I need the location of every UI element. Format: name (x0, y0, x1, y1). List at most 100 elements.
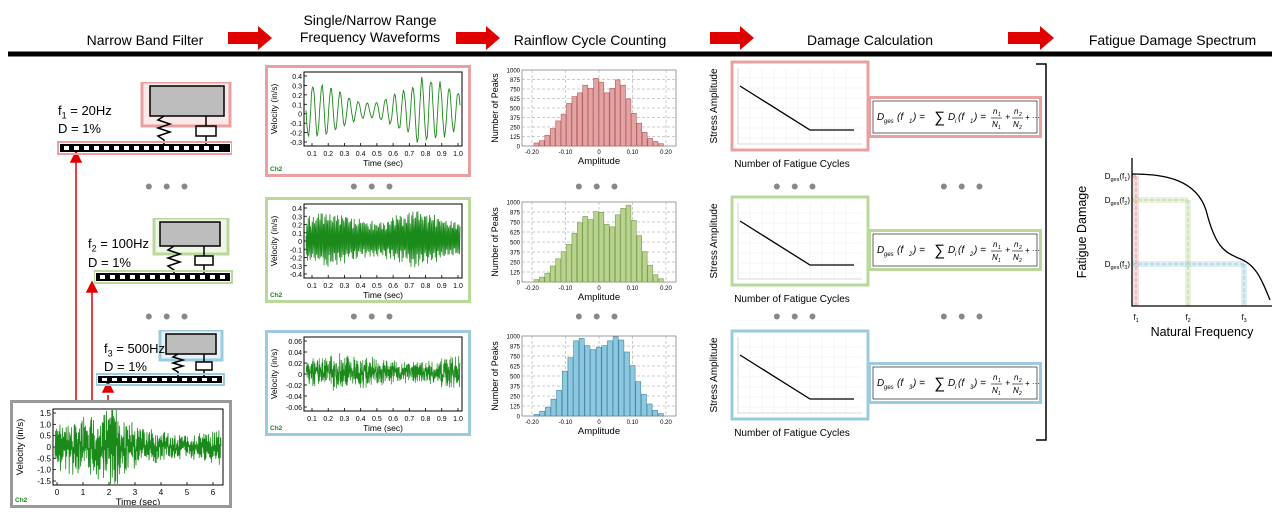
oscillator-2-freq: f2 = 100Hz (88, 236, 150, 254)
frequency-tick-label: f3 (1241, 313, 1246, 324)
y-tick-label: -0.04 (286, 394, 302, 401)
header-narrow-band-filter: Narrow Band Filter (86, 32, 204, 48)
header-waveforms: Single/Narrow Range Frequency Waveforms (280, 12, 460, 46)
y-tick-label: -1.5 (37, 477, 51, 486)
ellipsis-filter-1: • • • (145, 174, 191, 199)
histogram-bar (647, 138, 653, 147)
spectrum-curve (1131, 173, 1271, 301)
y-axis-label: Velocity (in/s) (15, 419, 26, 476)
x-tick-label: 0.1 (307, 151, 317, 158)
histogram-bar (587, 87, 594, 147)
oscillator-1 (57, 82, 232, 155)
damper-icon (195, 361, 213, 371)
y-tick-label: 0 (298, 239, 302, 246)
y-axis-label: Fatigue Damage (1075, 186, 1089, 278)
x-tick-label: 0.10 (627, 286, 639, 292)
arrow-right-icon (710, 26, 754, 50)
waveform-3-frame (265, 330, 471, 436)
y-tick-label: 250 (510, 395, 521, 401)
equation-lhs: D (877, 245, 884, 256)
equation-sum-equals: ) = (973, 245, 986, 256)
y-axis-label: Number of Peaks (490, 73, 500, 143)
histogram-bar (658, 143, 664, 147)
equation-tail: + ··· (1025, 246, 1040, 255)
y-tick-label: 0 (298, 372, 302, 379)
damage-tick-argsub: 1 (1124, 177, 1127, 183)
x-tick-label: 3 (133, 488, 138, 497)
equation-arg-sub: 3 (909, 385, 913, 391)
signal-trace (305, 76, 461, 143)
header-waveforms-line2: Frequency Waveforms (299, 29, 441, 45)
y-tick-label: -0.1 (290, 247, 302, 254)
sn-frame (730, 60, 870, 152)
sn-frame (730, 195, 870, 287)
ellipsis-eq-1: • • • (940, 174, 986, 199)
equation-sum-arg-sub: 2 (969, 252, 974, 258)
equation-inner (872, 366, 1038, 400)
x-tick-label: 0.2 (323, 416, 333, 423)
histogram-bar (577, 222, 583, 283)
histogram-bar (598, 81, 605, 147)
equation-sum-arg: (f (958, 112, 965, 123)
y-tick-label: 0.2 (292, 223, 302, 230)
frequency-tick-sub: 2 (1188, 318, 1191, 324)
histogram-bar (607, 340, 613, 417)
damage-tick-sub: ges (1111, 265, 1120, 271)
x-axis-label: Natural Frequency (1151, 325, 1255, 339)
x-tick-label: -0.10 (559, 150, 573, 156)
y-tick-label: 625 (510, 97, 521, 103)
y-tick-label: 875 (510, 78, 521, 84)
y-tick-label: 1000 (507, 201, 521, 207)
histogram-bar (573, 340, 579, 417)
damper-icon (194, 255, 214, 266)
equation-arg-sub: 1 (909, 119, 912, 125)
sn-curve-3: Stress Amplitude Number of Fatigue Cycles (709, 329, 870, 439)
y-tick-label: 0 (517, 281, 521, 287)
equation-sum-symbol: ∑ (934, 242, 945, 259)
histogram-bar (549, 265, 556, 283)
equation-n1: n (993, 107, 998, 116)
histogram-bar (658, 413, 664, 417)
x-tick-label: 2 (107, 488, 112, 497)
y-tick-label: 375 (510, 251, 521, 257)
histogram-bar (544, 272, 550, 283)
histogram-bar (560, 251, 567, 283)
x-tick-label: 0.4 (356, 151, 366, 158)
y-tick-label: 625 (510, 365, 521, 371)
oscillator-3-damping: D = 1% (104, 359, 147, 374)
equation-N2-sub: 2 (1018, 258, 1022, 264)
histogram-bar (652, 141, 659, 147)
damage-tick-close: ) (1127, 172, 1130, 181)
equation-sum-equals: ) = (973, 112, 986, 123)
y-tick-label: 500 (510, 107, 521, 113)
x-tick-label: 0.6 (388, 283, 398, 290)
damage-tick-arg: (f (1119, 260, 1125, 269)
oscillator-1-damping: D = 1% (58, 121, 101, 136)
x-tick-label: -0.10 (559, 420, 573, 426)
ellipsis-eq-2: • • • (940, 304, 986, 329)
equation-sum-sub: i (955, 119, 957, 125)
x-tick-label: 0.7 (404, 416, 414, 423)
histogram-bar (545, 406, 551, 417)
histogram-bar (560, 113, 567, 147)
y-tick-label: -0.02 (286, 383, 302, 390)
y-tick-label: 875 (510, 211, 521, 217)
x-tick-label: 0.1 (307, 283, 317, 290)
x-axis-label: Time (sec) (363, 423, 403, 433)
histogram-bar (567, 357, 574, 417)
equation-lhs-sub: ges (884, 385, 894, 391)
histogram-bar (604, 224, 610, 283)
histogram-bar (625, 204, 632, 283)
equation-sum-sub: i (955, 385, 957, 391)
x-tick-label: 0.5 (372, 283, 382, 290)
ellipsis-sn-2: • • • (773, 304, 819, 329)
y-tick-label: -0.1 (290, 121, 302, 128)
histogram-bar (642, 132, 648, 147)
y-tick-label: 375 (510, 385, 521, 391)
equation-equals: ) = (912, 245, 925, 256)
x-axis-label: Number of Fatigue Cycles (734, 428, 850, 439)
frequency-tick-label: f1 (1133, 313, 1138, 324)
x-tick-label: 0.8 (421, 151, 431, 158)
